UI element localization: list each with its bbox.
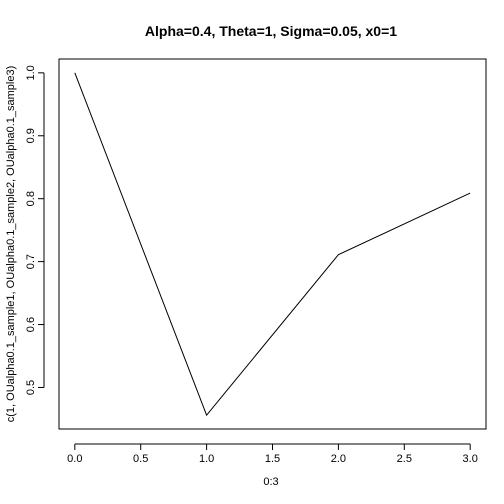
- x-tick-label: 1.0: [199, 453, 214, 465]
- x-axis: 0.0 0.5 1.0 1.5 2.0 2.5 3.0: [67, 443, 478, 465]
- x-tick-label: 1.5: [265, 453, 280, 465]
- x-tick-label: 2.5: [397, 453, 412, 465]
- chart-title: Alpha=0.4, Theta=1, Sigma=0.05, x0=1: [145, 23, 397, 39]
- y-tick-label: 0.6: [25, 317, 37, 332]
- y-tick-label: 0.5: [25, 380, 37, 395]
- x-tick-label: 3.0: [463, 453, 478, 465]
- y-axis: 0.5 0.6 0.7 0.8 0.9 1.0: [25, 65, 45, 395]
- plot-frame: [58, 58, 487, 430]
- y-tick-label: 0.9: [25, 128, 37, 143]
- y-tick-label: 0.8: [25, 191, 37, 206]
- series-group: [74, 72, 471, 417]
- x-axis-label: 0:3: [263, 476, 278, 488]
- y-axis-label: c(1, OUalpha0.1_sample1, OUalpha0.1_samp…: [5, 66, 17, 423]
- x-tick-label: 0.0: [67, 453, 82, 465]
- y-tick-label: 1.0: [25, 65, 37, 80]
- x-tick-label: 0.5: [133, 453, 148, 465]
- x-tick-label: 2.0: [331, 453, 346, 465]
- series-line: [74, 72, 471, 417]
- y-tick-label: 0.7: [25, 254, 37, 269]
